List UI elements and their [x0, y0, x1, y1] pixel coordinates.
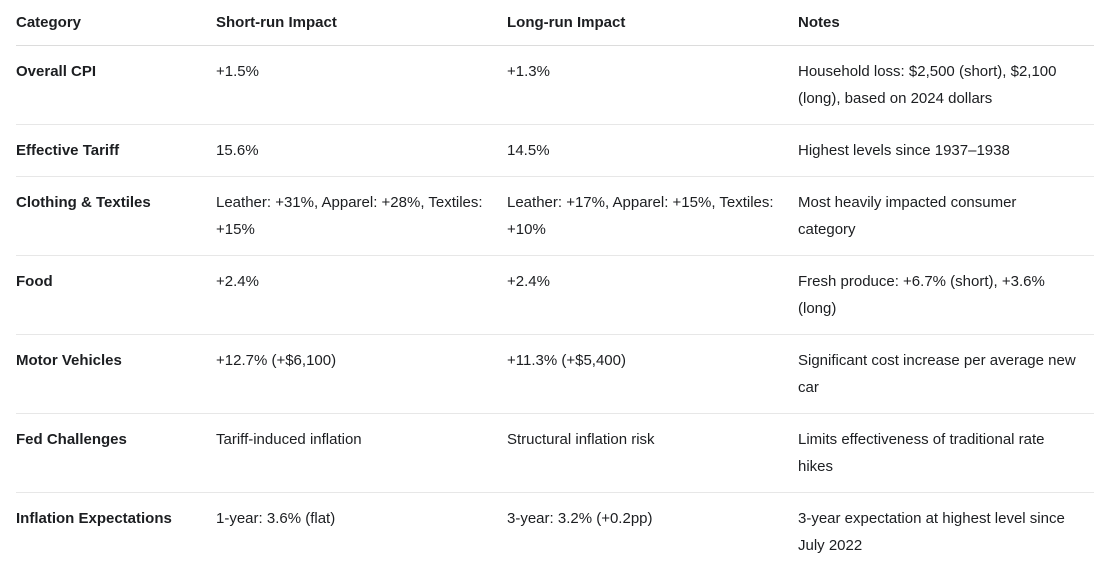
table-row: Food +2.4% +2.4% Fresh produce: +6.7% (s… [16, 255, 1094, 335]
cell-short-run: +12.7% (+$6,100) [216, 334, 507, 414]
cell-category: Effective Tariff [16, 124, 216, 177]
cell-long-run: +1.3% [507, 45, 798, 125]
cell-long-run: Leather: +17%, Apparel: +15%, Textiles: … [507, 176, 798, 256]
cell-short-run: +1.5% [216, 45, 507, 125]
cell-long-run: Structural inflation risk [507, 413, 798, 493]
cell-notes: Highest levels since 1937–1938 [798, 124, 1094, 177]
table-row: Inflation Expectations 1-year: 3.6% (fla… [16, 493, 1094, 562]
cell-category: Motor Vehicles [16, 334, 216, 414]
cell-short-run: Tariff-induced inflation [216, 413, 507, 493]
cell-notes: Significant cost increase per average ne… [798, 334, 1094, 414]
cell-category: Food [16, 255, 216, 335]
cell-long-run: +2.4% [507, 255, 798, 335]
cell-category: Fed Challenges [16, 413, 216, 493]
tariff-impact-table: Category Short-run Impact Long-run Impac… [16, 0, 1094, 562]
header-category: Category [16, 0, 216, 46]
cell-notes: Fresh produce: +6.7% (short), +3.6% (lon… [798, 255, 1094, 335]
table-row: Fed Challenges Tariff-induced inflation … [16, 413, 1094, 493]
table-row: Motor Vehicles +12.7% (+$6,100) +11.3% (… [16, 334, 1094, 414]
cell-short-run: 1-year: 3.6% (flat) [216, 510, 336, 527]
table-header-row: Category Short-run Impact Long-run Impac… [16, 0, 1094, 46]
cell-short-run: 15.6% [216, 124, 507, 177]
table-row: Clothing & Textiles Leather: +31%, Appar… [16, 176, 1094, 256]
table-row: Effective Tariff 15.6% 14.5% Highest lev… [16, 124, 1094, 177]
cell-long-run: 3-year: 3.2% (+0.2pp) [507, 510, 653, 527]
cell-notes: Limits effectiveness of traditional rate… [798, 413, 1094, 493]
cell-short-run: +2.4% [216, 255, 507, 335]
cell-category: Clothing & Textiles [16, 176, 216, 256]
header-notes: Notes [798, 0, 1094, 46]
header-long-run-impact: Long-run Impact [507, 0, 798, 46]
cell-notes: Household loss: $2,500 (short), $2,100 (… [798, 45, 1094, 125]
cell-notes: Most heavily impacted consumer category [798, 176, 1094, 256]
cell-category: Overall CPI [16, 45, 216, 125]
table-row: Overall CPI +1.5% +1.3% Household loss: … [16, 45, 1094, 125]
cell-notes: 3-year expectation at highest level sinc… [798, 510, 1065, 554]
cell-long-run: 14.5% [507, 124, 798, 177]
header-short-run-impact: Short-run Impact [216, 0, 507, 46]
cell-category: Inflation Expectations [16, 510, 172, 527]
cell-short-run: Leather: +31%, Apparel: +28%, Textiles: … [216, 176, 507, 256]
cell-long-run: +11.3% (+$5,400) [507, 334, 798, 414]
